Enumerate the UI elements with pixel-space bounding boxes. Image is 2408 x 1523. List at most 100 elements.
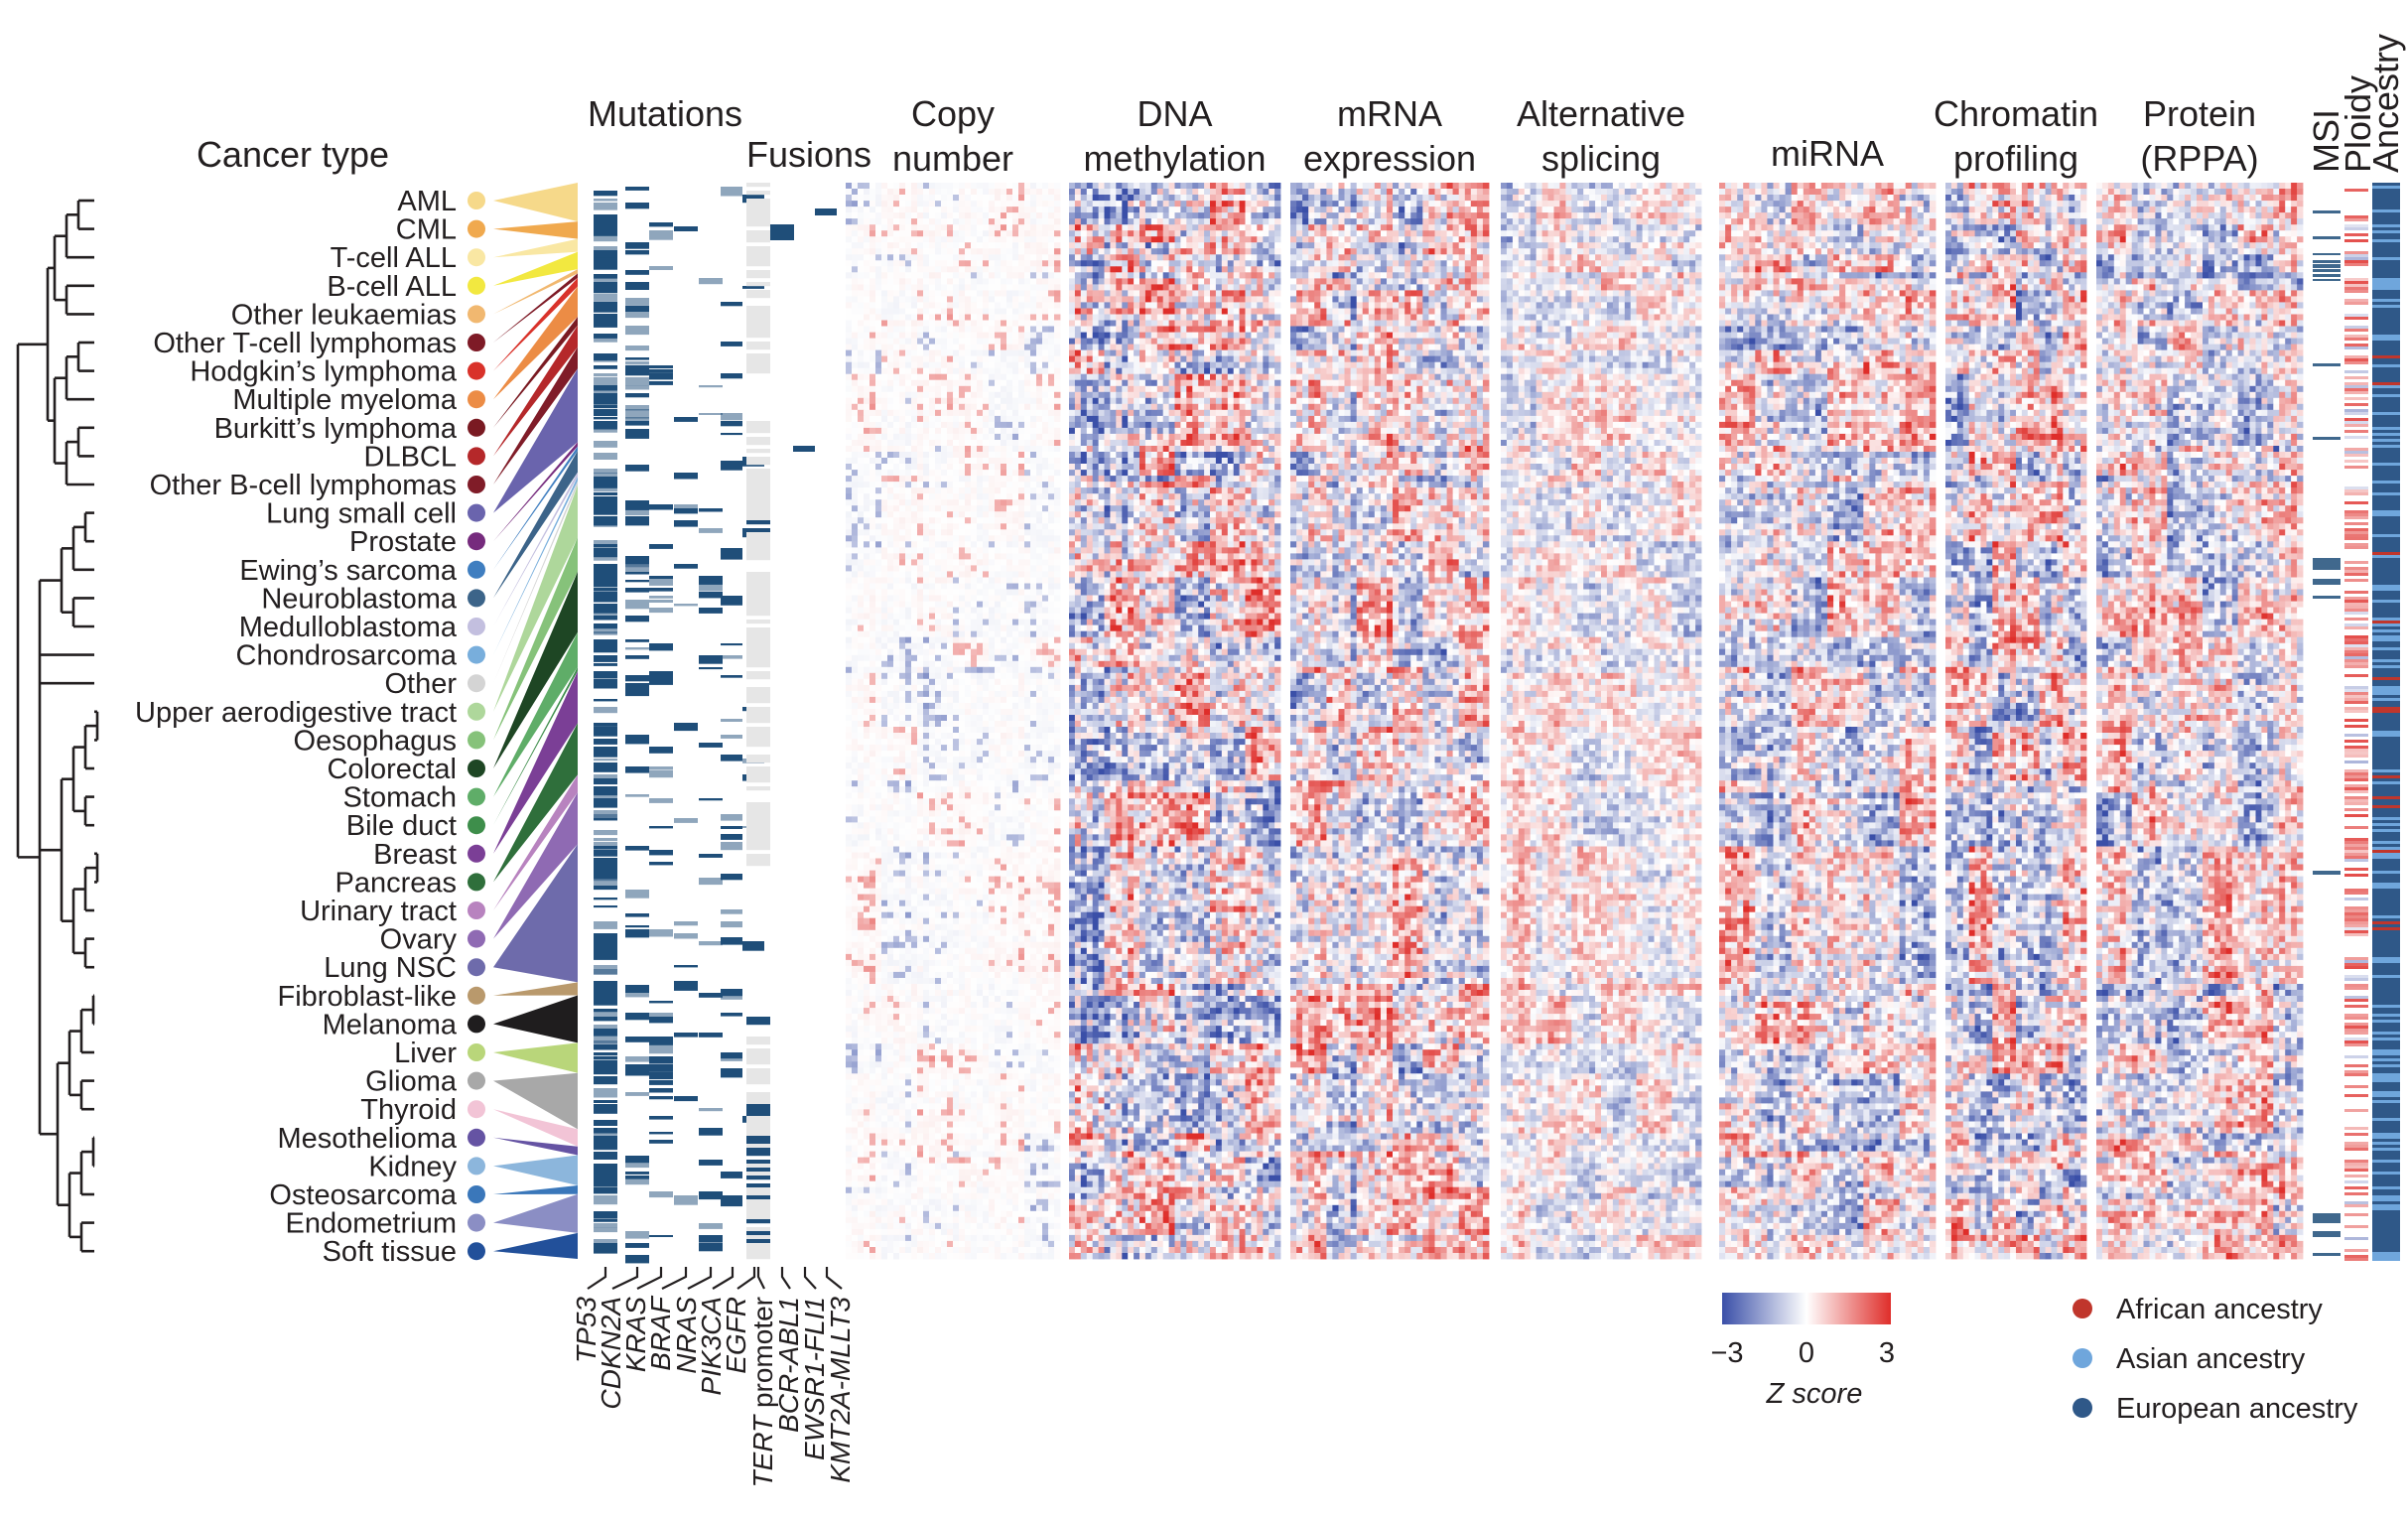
heatmap-cell bbox=[965, 403, 972, 411]
heatmap-cell bbox=[953, 195, 960, 202]
heatmap-cell bbox=[864, 284, 870, 291]
heatmap-cell bbox=[971, 870, 978, 877]
tert-mark bbox=[746, 858, 770, 863]
heatmap-cell bbox=[959, 487, 966, 494]
heatmap-cell bbox=[953, 541, 960, 548]
heatmap-cell bbox=[1048, 201, 1055, 208]
heatmap-cell bbox=[846, 338, 853, 345]
heatmap-cell bbox=[953, 511, 960, 518]
heatmap-cell bbox=[1001, 739, 1007, 746]
heatmap-cell bbox=[1001, 666, 1007, 674]
heatmap-cell bbox=[953, 236, 960, 243]
heatmap-cell bbox=[947, 302, 954, 309]
heatmap-cell bbox=[989, 385, 996, 393]
heatmap-cell bbox=[905, 230, 912, 237]
heatmap-cell bbox=[983, 355, 990, 362]
tert-mark bbox=[746, 270, 770, 275]
heatmap-cell bbox=[858, 278, 865, 285]
heatmap-cell bbox=[858, 535, 865, 542]
heatmap-cell bbox=[1036, 446, 1043, 453]
heatmap-cell bbox=[870, 715, 876, 722]
heatmap-cell bbox=[971, 709, 978, 716]
heatmap-cell bbox=[1030, 822, 1037, 829]
heatmap-cell bbox=[923, 326, 930, 333]
heatmap-cell bbox=[995, 195, 1002, 202]
heatmap-cell bbox=[977, 427, 984, 435]
heatmap-cell bbox=[1054, 768, 1061, 775]
heatmap-cell bbox=[947, 636, 954, 644]
tert-mark bbox=[746, 488, 770, 493]
heatmap-cell bbox=[1024, 224, 1031, 231]
heatmap-cell bbox=[1006, 762, 1013, 769]
heatmap-cell bbox=[887, 780, 894, 787]
heatmap-cell bbox=[923, 721, 930, 728]
cancer-type-label: Osteosarcoma bbox=[269, 1179, 457, 1211]
heatmap-cell bbox=[875, 774, 882, 781]
heatmap-cell bbox=[893, 242, 900, 249]
heatmap-cell bbox=[911, 547, 918, 554]
heatmap-cell bbox=[953, 834, 960, 841]
heatmap-cell bbox=[1018, 565, 1025, 572]
heatmap-cell bbox=[971, 696, 978, 704]
heatmap-cell bbox=[887, 385, 894, 393]
heatmap-cell bbox=[935, 440, 942, 447]
heatmap-cell bbox=[1024, 284, 1031, 291]
heatmap-cell bbox=[1012, 421, 1019, 429]
heatmap-cell bbox=[1042, 529, 1049, 536]
heatmap-cell bbox=[965, 361, 972, 369]
heatmap-cell bbox=[1001, 828, 1007, 835]
heatmap-cell bbox=[983, 487, 990, 494]
heatmap-cell bbox=[881, 852, 888, 859]
mutation-mark bbox=[649, 504, 673, 510]
tert-mark bbox=[746, 421, 770, 426]
tert-mark bbox=[746, 544, 770, 549]
mutation-mark bbox=[594, 1140, 617, 1150]
heatmap-cell bbox=[899, 403, 906, 411]
heatmap-cell bbox=[852, 367, 859, 375]
heatmap-cell bbox=[1006, 421, 1013, 429]
tert-mark bbox=[746, 1235, 770, 1240]
heatmap-cell bbox=[858, 391, 865, 399]
tert-mark bbox=[746, 1203, 770, 1208]
heatmap-cell bbox=[858, 517, 865, 524]
mutation-mark bbox=[742, 286, 764, 289]
heatmap-cell bbox=[959, 511, 966, 518]
heatmap-cell bbox=[977, 547, 984, 554]
heatmap-cell bbox=[899, 565, 906, 572]
cancer-type-dot bbox=[468, 618, 485, 635]
cancer-type-label: Hodgkin’s lymphoma bbox=[190, 356, 458, 388]
mutation-mark bbox=[625, 207, 649, 209]
heatmap-cell bbox=[947, 242, 954, 249]
heatmap-cell bbox=[1006, 709, 1013, 716]
heatmap-cell bbox=[852, 768, 859, 775]
heatmap-cell bbox=[905, 870, 912, 877]
heatmap-cell bbox=[852, 326, 859, 333]
heatmap-cell bbox=[947, 535, 954, 542]
heatmap-cell bbox=[905, 320, 912, 327]
cancer-type-dot bbox=[468, 929, 485, 948]
heatmap-cell bbox=[989, 517, 996, 524]
heatmap-cell bbox=[893, 577, 900, 584]
heatmap-cell bbox=[953, 415, 960, 423]
heatmap-cell bbox=[858, 266, 865, 273]
mutation-mark bbox=[721, 1056, 742, 1061]
heatmap-cell bbox=[917, 792, 924, 799]
heatmap-cell bbox=[917, 487, 924, 494]
heatmap-cell bbox=[995, 565, 1002, 572]
heatmap-cell bbox=[905, 624, 912, 631]
heatmap-cell bbox=[1024, 403, 1031, 411]
heatmap-cell bbox=[864, 230, 870, 237]
heatmap-cell bbox=[875, 660, 882, 668]
tert-mark bbox=[746, 556, 770, 561]
mutation-mark bbox=[699, 854, 723, 858]
heatmap-cell bbox=[977, 636, 984, 644]
heatmap-cell bbox=[1012, 792, 1019, 799]
heatmap-cell bbox=[911, 367, 918, 375]
heatmap-cell bbox=[995, 464, 1002, 471]
heatmap-cell bbox=[899, 230, 906, 237]
heatmap-cell bbox=[899, 523, 906, 530]
mutation-mark bbox=[625, 616, 649, 623]
tert-mark bbox=[746, 191, 770, 196]
heatmap-cell bbox=[870, 367, 876, 375]
mutation-mark bbox=[721, 1068, 742, 1078]
